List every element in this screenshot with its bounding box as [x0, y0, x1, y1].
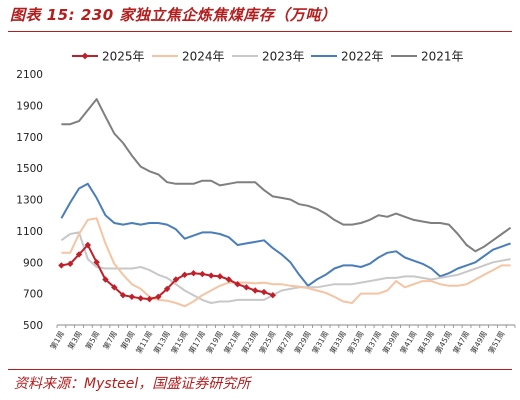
data-point-2025年 [260, 288, 268, 296]
data-point-2025年 [67, 260, 74, 268]
chart-legend: 2025年 2024年 2023年 2022年 2021年 [72, 50, 464, 64]
legend-label: 2025年 [102, 50, 145, 64]
data-point-2025年 [102, 276, 109, 283]
data-point-2025年 [225, 276, 232, 283]
data-point-2025年 [84, 241, 92, 249]
data-point-2025年 [128, 293, 136, 300]
legend-marker [81, 52, 89, 60]
y-tick-label: 500 [23, 320, 43, 332]
series-lines [58, 98, 512, 308]
figure-title: 图表 15: 230 家独立焦企炼焦煤库存（万吨） [10, 6, 337, 24]
data-point-2025年 [137, 295, 144, 302]
y-tick-label: 1300 [16, 195, 43, 207]
data-point-2025年 [119, 291, 127, 299]
data-point-2025年 [155, 293, 162, 300]
source-rule [8, 369, 512, 370]
data-point-2025年 [75, 251, 83, 258]
data-point-2025年 [234, 281, 241, 288]
line-chart: 2025年 2024年 2023年 2022年 2021年 500 700 900 1100 1… [16, 50, 516, 355]
data-point-2025年 [172, 276, 180, 283]
source-note: 资料来源：Mysteel，国盛证券研究所 [14, 376, 251, 392]
data-point-2025年 [207, 272, 215, 279]
legend-label: 2024年 [182, 50, 225, 64]
series-line-2024年 [61, 217, 511, 308]
series-line-2021年 [61, 98, 512, 253]
data-point-2025年 [93, 259, 100, 266]
legend-label: 2023年 [262, 50, 305, 64]
y-tick-label: 900 [23, 257, 43, 269]
y-tick-label: 1100 [16, 226, 43, 238]
x-tick-label: 第7周 [100, 329, 119, 351]
data-point-2025年 [163, 285, 171, 293]
y-tick-label: 1900 [16, 100, 43, 112]
data-point-2025年 [269, 291, 276, 299]
legend-label: 2022年 [341, 50, 384, 64]
data-point-2025年 [190, 270, 197, 277]
series-line-2023年 [60, 231, 511, 304]
data-point-2025年 [216, 273, 224, 280]
y-tick-label: 1700 [16, 132, 43, 144]
x-tick-label: 第51周 [486, 329, 507, 355]
y-tick-label: 700 [23, 289, 43, 301]
x-tick-label: 第9周 [118, 329, 137, 351]
data-point-2025年 [243, 284, 250, 291]
legend-label: 2021年 [421, 50, 464, 64]
y-tick-label: 1500 [16, 163, 43, 175]
data-point-2025年 [58, 262, 65, 269]
x-tick-label: 第3周 [65, 329, 84, 351]
title-rule [8, 31, 512, 32]
x-tick-label: 第1周 [48, 329, 67, 351]
x-axis: 第1周 第3周 第5周 第7周 第9周第11周第13周第15周第17周第19周第21周第… [48, 324, 516, 355]
y-axis: 500 700 900 1100 1300 1500 1700 1900 2100 [16, 69, 43, 332]
data-point-2025年 [146, 295, 153, 303]
data-point-2025年 [111, 284, 118, 291]
data-point-2025年 [199, 270, 206, 278]
data-point-2025年 [181, 271, 188, 278]
series-line-2022年 [60, 182, 511, 287]
data-point-2025年 [251, 287, 259, 294]
y-tick-label: 2100 [16, 69, 43, 81]
x-tick-label: 第5周 [83, 329, 102, 351]
